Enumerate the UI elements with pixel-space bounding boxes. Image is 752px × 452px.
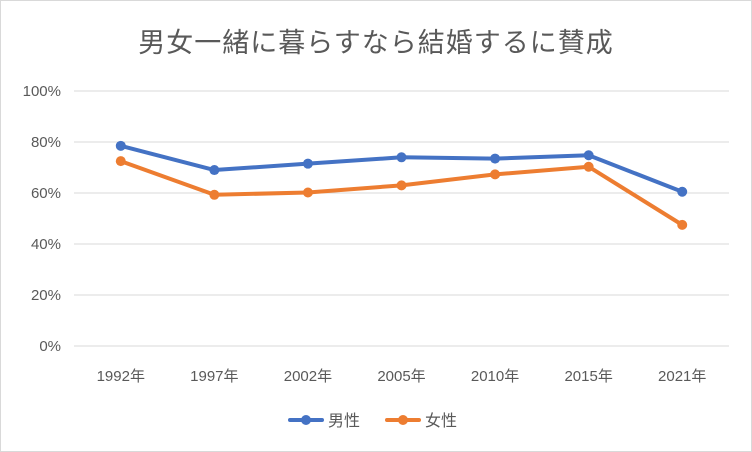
- legend-label: 男性: [328, 411, 360, 430]
- y-tick-label: 80%: [31, 134, 61, 151]
- data-point: [583, 150, 594, 161]
- data-point: [209, 165, 220, 176]
- x-tick-label: 1992年: [97, 368, 145, 385]
- legend-marker: [398, 415, 408, 425]
- y-tick-label: 100%: [23, 83, 61, 100]
- data-point: [677, 186, 688, 197]
- series-group: [115, 140, 688, 230]
- x-tick-label: 2021年: [658, 368, 706, 385]
- data-point: [490, 169, 501, 180]
- y-axis-ticks: 0% 20% 40% 60% 80% 100%: [23, 83, 61, 355]
- data-point: [396, 152, 407, 163]
- data-point: [677, 219, 688, 230]
- data-point: [115, 156, 126, 167]
- legend-marker: [301, 415, 311, 425]
- x-tick-label: 2015年: [564, 368, 612, 385]
- legend: 男性 女性: [288, 411, 457, 430]
- x-axis-ticks: 1992年 1997年 2002年 2005年 2010年 2015年 2021年: [97, 368, 707, 385]
- gridlines: [74, 90, 729, 347]
- x-tick-label: 2010年: [471, 368, 519, 385]
- y-tick-label: 20%: [31, 287, 61, 304]
- data-point: [115, 140, 126, 151]
- legend-label: 女性: [425, 411, 457, 430]
- data-point: [490, 153, 501, 164]
- x-tick-label: 1997年: [190, 368, 238, 385]
- data-point: [396, 180, 407, 191]
- data-point: [302, 158, 313, 169]
- x-tick-label: 2005年: [377, 368, 425, 385]
- y-tick-label: 0%: [39, 338, 61, 355]
- data-point: [209, 189, 220, 200]
- y-tick-label: 60%: [31, 185, 61, 202]
- chart-title: 男女一緒に暮らすなら結婚するに賛成: [138, 28, 614, 59]
- x-tick-label: 2002年: [284, 368, 332, 385]
- data-point: [302, 187, 313, 198]
- y-tick-label: 40%: [31, 236, 61, 253]
- data-point: [583, 161, 594, 172]
